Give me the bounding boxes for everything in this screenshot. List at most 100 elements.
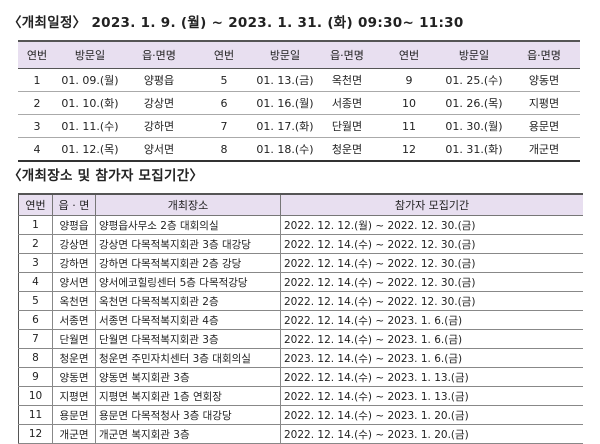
table-cell: 12: [402, 142, 416, 156]
table-cell: 지평면 복지회관 1층 연회장: [95, 386, 281, 406]
table-cell: 10: [18, 386, 53, 406]
table-header-row: 연번 방문일 읍·면명 연번 방문일 읍·면명 연번 방문일 읍·면명: [18, 41, 580, 69]
table-cell: 8: [18, 348, 53, 368]
table-cell: 옥천면: [316, 68, 378, 92]
table-cell: 2022. 12. 14.(수) ~ 2022. 12. 30.(금): [280, 234, 583, 254]
table-cell: 11: [378, 114, 440, 138]
table-cell: 01. 18.(수): [256, 143, 314, 156]
table-cell: 개군면: [528, 143, 560, 156]
table-row: 7 단월면 단월면 다목적복지회관 3층 2022. 12. 14.(수) ~ 202…: [18, 329, 583, 349]
table-cell: 3: [18, 114, 56, 138]
table-cell: 단월면 다목적복지회관 3층: [95, 329, 281, 349]
table-cell: 2: [18, 234, 53, 254]
table-cell: 2022. 12. 14.(수) ~ 2023. 1. 20.(금): [280, 405, 583, 425]
table-cell: 01. 31.(화): [445, 143, 503, 156]
table-cell: 단월면: [52, 329, 96, 349]
table-row: 1 01. 09.(월) 양평읍 5 01. 13.(금) 옥천면 9 01. 25.(수) 양…: [18, 68, 580, 92]
table-row: 12 개군면 개군면 복지회관 3층 2022. 12. 14.(수) ~ 2023.…: [18, 424, 583, 444]
column-header: 읍 · 면: [52, 194, 96, 216]
table-cell: 양평읍: [124, 68, 194, 92]
table-cell: 01. 10.(화): [56, 91, 124, 115]
table-cell: 7: [18, 329, 53, 349]
table-cell: 개군면: [52, 424, 96, 444]
table-cell: 양서면: [52, 272, 96, 292]
table-cell: 1: [18, 215, 53, 235]
table-cell: 9: [378, 68, 440, 92]
table-cell: 강상면: [52, 234, 96, 254]
table-cell: 5: [194, 68, 254, 92]
table-cell: 2022. 12. 14.(수) ~ 2023. 1. 13.(금): [280, 367, 583, 387]
table-cell: 청운면: [331, 143, 363, 156]
table-cell: 서종면 다목적복지회관 4층: [95, 310, 281, 330]
table-row: 10 지평면 지평면 복지회관 1층 연회장 2022. 12. 14.(수) ~ 2…: [18, 386, 583, 406]
table-cell: 4: [33, 142, 41, 156]
table-cell: 양동면: [52, 367, 96, 387]
column-header: 읍·면명: [508, 41, 580, 69]
column-header: 연번: [18, 194, 53, 216]
table-cell: 양서면: [143, 143, 175, 156]
table-cell: 5: [18, 291, 53, 311]
table-cell: 4: [18, 272, 53, 292]
table-cell: 01. 25.(수): [440, 68, 508, 92]
column-header: 방문일: [440, 41, 508, 69]
table-cell: 2022. 12. 14.(수) ~ 2022. 12. 30.(금): [280, 253, 583, 273]
table-cell: 지평면: [52, 386, 96, 406]
table-row: 4 01. 12.(목) 양서면 8 01. 18.(수) 청운면 12 01. 31.(화)…: [18, 138, 580, 162]
table-cell: 01. 26.(목): [440, 91, 508, 115]
table-cell: 2023. 12. 14.(수) ~ 2023. 1. 6.(금): [280, 348, 583, 368]
table-cell: 단월면: [316, 114, 378, 138]
table-cell: 개군면 복지회관 3층: [95, 424, 281, 444]
column-header: 연번: [18, 41, 56, 69]
table-row: 3 01. 11.(수) 강하면 7 01. 17.(화) 단월면 11 01. 30.(월)…: [18, 114, 580, 138]
table-cell: 01. 16.(월): [254, 91, 316, 115]
table-row: 2 01. 10.(화) 강상면 6 01. 16.(월) 서종면 10 01. 26.(목)…: [18, 91, 580, 115]
table-cell: 2022. 12. 14.(수) ~ 2023. 1. 6.(금): [280, 310, 583, 330]
table-cell: 01. 11.(수): [56, 114, 124, 138]
table-cell: 2022. 12. 14.(수) ~ 2023. 1. 20.(금): [280, 424, 583, 444]
table-cell: 01. 12.(목): [61, 143, 119, 156]
column-header: 읍·면명: [316, 41, 378, 69]
table-cell: 01. 09.(월): [56, 68, 124, 92]
table-cell: 용문면: [52, 405, 96, 425]
table-cell: 양평읍사무소 2층 대회의실: [95, 215, 281, 235]
column-header: 참가자 모집기간: [280, 194, 583, 216]
table-row: 2 강상면 강상면 다목적복지회관 3층 대강당 2022. 12. 14.(수) ~…: [18, 234, 583, 254]
venues-title: 〈개최장소 및 참가자 모집기간〉: [8, 168, 204, 184]
table-row: 4 양서면 양서에코힐링센터 5층 다목적강당 2022. 12. 14.(수) ~ …: [18, 272, 583, 292]
column-header: 방문일: [56, 41, 124, 69]
table-cell: 6: [194, 91, 254, 115]
table-header-row: 연번 읍 · 면 개최장소 참가자 모집기간: [18, 194, 583, 216]
table-row: 5 옥천면 옥천면 다목적복지회관 2층 2022. 12. 14.(수) ~ 202…: [18, 291, 583, 311]
table-cell: 지평면: [508, 91, 580, 115]
table-cell: 01. 17.(화): [254, 114, 316, 138]
table-row: 8 청운면 청운면 주민자치센터 3층 대회의실 2023. 12. 14.(수) ~…: [18, 348, 583, 368]
table-cell: 1: [18, 68, 56, 92]
table-cell: 강하면: [124, 114, 194, 138]
table-cell: 용문면: [508, 114, 580, 138]
table-cell: 7: [194, 114, 254, 138]
table-cell: 강하면: [52, 253, 96, 273]
table-cell: 6: [18, 310, 53, 330]
table-cell: 2022. 12. 14.(수) ~ 2023. 1. 6.(금): [280, 329, 583, 349]
table-row: 9 양동면 양동면 복지회관 3층 2022. 12. 14.(수) ~ 2023. …: [18, 367, 583, 387]
column-header: 연번: [194, 41, 254, 69]
table-cell: 01. 13.(금): [254, 68, 316, 92]
table-cell: 10: [378, 91, 440, 115]
table-cell: 청운면 주민자치센터 3층 대회의실: [95, 348, 281, 368]
table-cell: 2022. 12. 14.(수) ~ 2022. 12. 30.(금): [280, 291, 583, 311]
table-cell: 2: [18, 91, 56, 115]
table-cell: 청운면: [52, 348, 96, 368]
column-header: 연번: [378, 41, 440, 69]
table-cell: 강상면: [124, 91, 194, 115]
table-cell: 옥천면 다목적복지회관 2층: [95, 291, 281, 311]
table-cell: 12: [18, 424, 53, 444]
table-cell: 강하면 다목적복지회관 2층 강당: [95, 253, 281, 273]
table-cell: 강상면 다목적복지회관 3층 대강당: [95, 234, 281, 254]
table-cell: 용문면 다목적청사 3층 대강당: [95, 405, 281, 425]
table-cell: 11: [18, 405, 53, 425]
table-cell: 8: [220, 142, 228, 156]
table-cell: 양평읍: [52, 215, 96, 235]
table-cell: 2022. 12. 12.(월) ~ 2022. 12. 30.(금): [280, 215, 583, 235]
column-header: 개최장소: [95, 194, 281, 216]
table-cell: 9: [18, 367, 53, 387]
